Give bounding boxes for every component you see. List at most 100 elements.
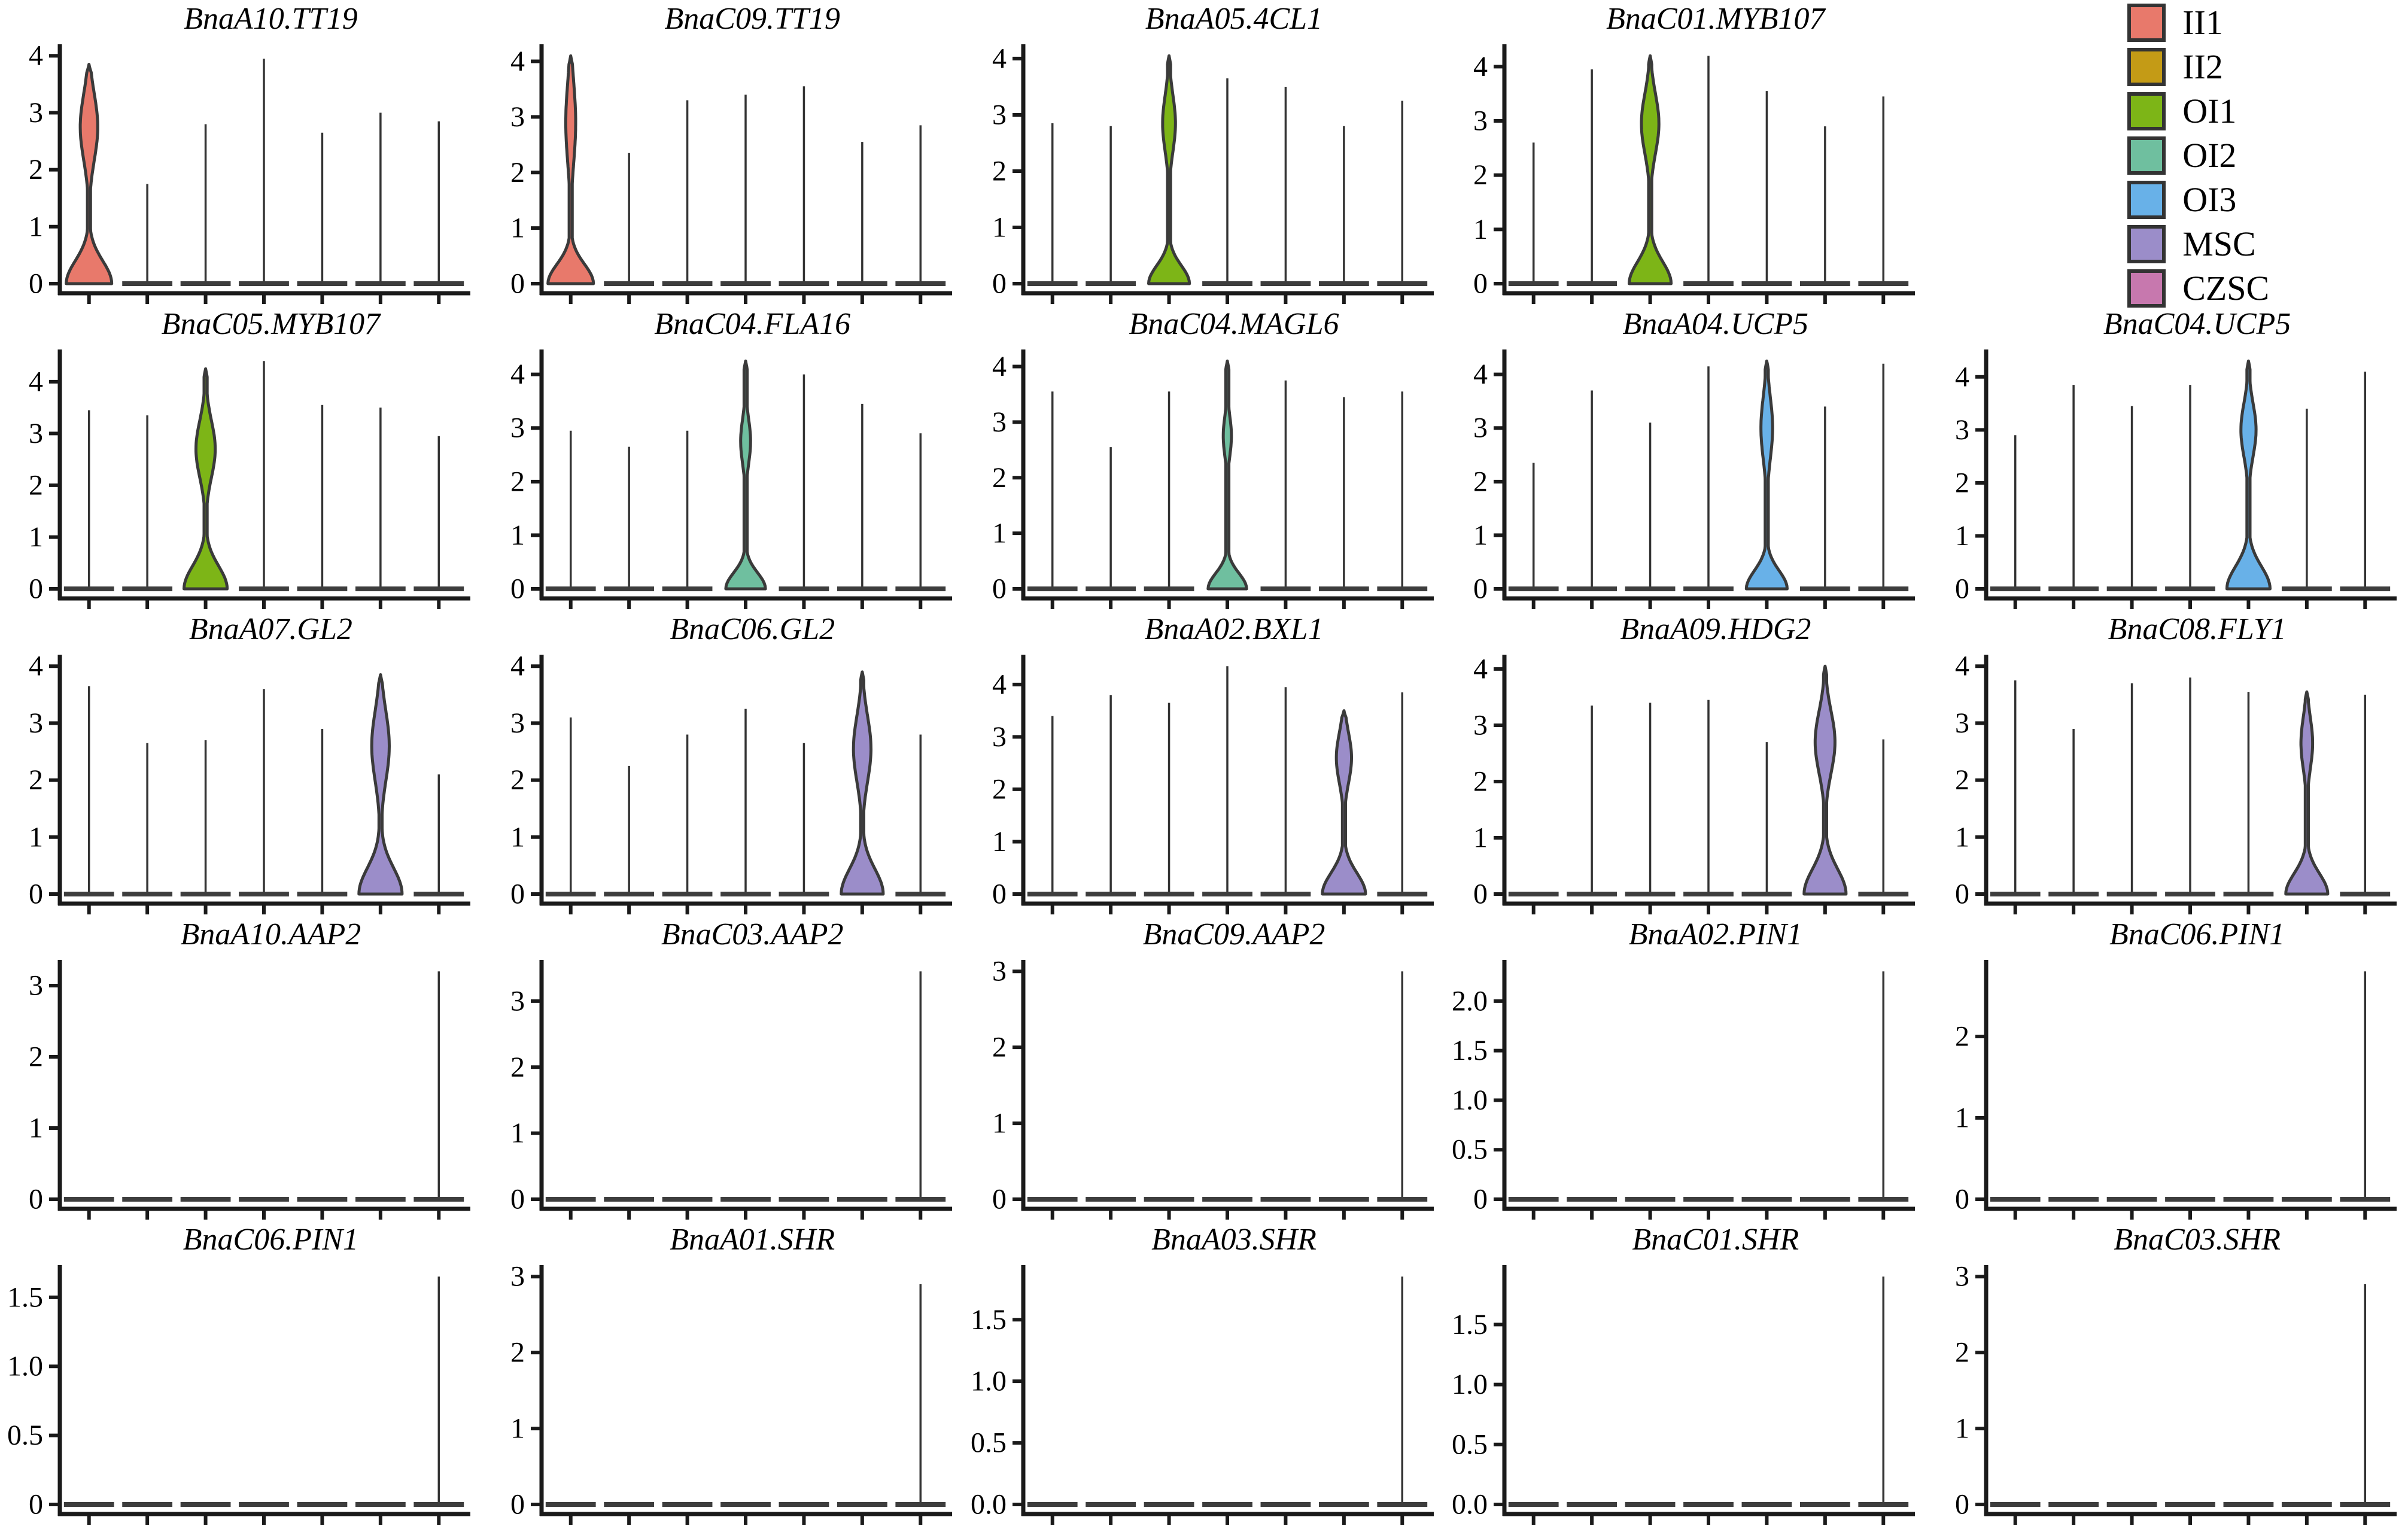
y-tick-label: 4 (992, 351, 1007, 382)
legend-label: OI1 (2182, 92, 2237, 130)
y-tick-label: 1 (510, 212, 525, 244)
y-tick-label: 1 (510, 821, 525, 853)
y-tick-label: 1 (1955, 1102, 1969, 1134)
y-tick-label: 1 (1473, 214, 1488, 245)
y-tick-label: 1.0 (1452, 1084, 1488, 1116)
y-tick-label: 1 (1955, 1413, 1969, 1445)
panel-title: BnaA05.4CL1 (1145, 2, 1323, 36)
panel-BnaA05.4CL1: BnaA05.4CL1 0 1 2 3 4 (963, 0, 1445, 305)
y-tick-label: 2 (1955, 467, 1969, 498)
y-tick-label: 4 (992, 668, 1007, 700)
legend-swatch-OI3 (2127, 181, 2166, 219)
violin-plot: 0 1 2 3 4 (29, 650, 470, 914)
y-tick-label: 1.0 (7, 1351, 43, 1382)
violin-MSC (1320, 709, 1367, 896)
violin-plot: 0 1 2 3 (992, 956, 1434, 1220)
y-tick-label: 4 (29, 40, 43, 72)
violin-plot: 0 1 2 3 4 (992, 655, 1434, 914)
y-tick-label: 1 (1473, 519, 1488, 551)
panel-BnaA07.GL2: BnaA07.GL2 0 1 2 3 4 (0, 610, 482, 916)
y-tick-label: 3 (992, 99, 1007, 130)
violin-plot: 0 1 2 3 4 (1473, 349, 1916, 609)
y-tick-label: 3 (1955, 707, 1969, 739)
panel-BnaC04.FLA16: BnaC04.FLA16 0 1 2 3 4 (482, 305, 963, 610)
y-tick-label: 2 (510, 157, 525, 189)
violin-plot: 0.0 0.5 1.0 1.5 (1452, 1265, 1916, 1525)
y-tick-label: 1.0 (1452, 1369, 1488, 1400)
violin-OI2 (1206, 359, 1248, 591)
panel-title: BnaC09.TT19 (664, 2, 840, 36)
violin-plot: 0 1 2 3 4 (1955, 349, 2397, 609)
y-tick-label: 3 (29, 97, 43, 129)
panel-title: BnaA10.TT19 (184, 2, 358, 36)
panel-title: BnaC06.GL2 (670, 612, 835, 646)
y-tick-label: 0 (992, 268, 1007, 300)
violin-OI1 (183, 367, 229, 591)
y-tick-label: 0.0 (971, 1489, 1007, 1521)
y-tick-label: 3 (510, 412, 525, 444)
panel-BnaA10.TT19: BnaA10.TT19 0 1 2 3 4 (0, 0, 482, 305)
panel-title: BnaA10.AAP2 (180, 917, 361, 952)
panel-BnaA02.PIN1: BnaA02.PIN1 0 0.5 1.0 1.5 2.0 (1445, 916, 1926, 1221)
violin-OI3 (1745, 359, 1789, 591)
y-tick-label: 2 (29, 1041, 43, 1073)
violin-MSC (1802, 664, 1848, 896)
panel-title: BnaA02.PIN1 (1628, 917, 1802, 952)
panel-BnaC04.UCP5: BnaC04.UCP5 0 1 2 3 4 (1926, 305, 2408, 610)
violin-II1 (546, 54, 595, 285)
legend-swatch-OI1 (2127, 92, 2166, 130)
panel-title: BnaA03.SHR (1151, 1223, 1317, 1257)
y-tick-label: 4 (510, 358, 525, 390)
legend-swatch-MSC (2127, 225, 2166, 263)
y-tick-label: 0 (1473, 1184, 1488, 1215)
panel-BnaC06.GL2: BnaC06.GL2 0 1 2 3 4 (482, 610, 963, 916)
y-tick-label: 0 (510, 1184, 525, 1215)
y-tick-label: 1 (992, 826, 1007, 858)
y-tick-label: 0 (510, 573, 525, 605)
legend-swatch-II1 (2127, 4, 2166, 42)
violin-plot: 0 1 2 (1955, 960, 2397, 1220)
y-tick-label: 4 (29, 650, 43, 682)
y-tick-label: 1 (29, 211, 43, 242)
y-tick-label: 3 (510, 101, 525, 133)
y-tick-label: 2 (1955, 764, 1969, 796)
y-tick-label: 1 (992, 211, 1007, 243)
y-tick-label: 0 (1955, 573, 1969, 605)
y-tick-label: 3 (1955, 414, 1969, 446)
panel-title: BnaC04.UCP5 (2103, 307, 2291, 341)
violin-plot: 0 1 2 3 4 (29, 349, 470, 609)
panel-title: BnaA01.SHR (670, 1223, 835, 1257)
violin-plot: 0 1 2 3 (510, 1261, 952, 1525)
y-tick-label: 2 (1473, 159, 1488, 191)
y-tick-label: 2.0 (1452, 985, 1488, 1017)
violin-plot: 0.0 0.5 1.0 1.5 (971, 1265, 1434, 1525)
panel-title: BnaC03.AAP2 (661, 917, 844, 952)
panel-title: BnaC04.FLA16 (654, 307, 851, 341)
panel-BnaA01.SHR: BnaA01.SHR 0 1 2 3 (482, 1221, 963, 1526)
violin-plot: 0 1 2 3 (29, 960, 470, 1220)
y-tick-label: 4 (510, 45, 525, 77)
y-tick-label: 1 (29, 821, 43, 853)
violin-plot: 0 1 2 3 4 (1473, 653, 1916, 914)
y-tick-label: 3 (992, 721, 1007, 753)
y-tick-label: 3 (510, 1261, 525, 1293)
y-tick-label: 3 (1473, 105, 1488, 137)
y-tick-label: 4 (1955, 650, 1969, 682)
y-tick-label: 3 (510, 985, 525, 1017)
panel-title: BnaC04.MAGL6 (1129, 307, 1339, 341)
y-tick-label: 1 (510, 1413, 525, 1445)
violin-plot: 0 1 2 3 (1955, 1261, 2397, 1525)
violin-plot: 0 1 2 3 4 (29, 40, 470, 304)
violin-plot: 0 1 2 3 (510, 960, 952, 1220)
panel-title: BnaA04.UCP5 (1622, 307, 1809, 341)
panel-BnaA09.HDG2: BnaA09.HDG2 0 1 2 3 4 (1445, 610, 1926, 916)
y-tick-label: 0 (1473, 573, 1488, 605)
y-tick-label: 0 (992, 878, 1007, 910)
y-tick-label: 2 (29, 469, 43, 501)
legend-label: II2 (2182, 47, 2223, 86)
y-tick-label: 3 (1473, 412, 1488, 444)
panel-BnaC03.AAP2: BnaC03.AAP2 0 1 2 3 (482, 916, 963, 1221)
legend-item-CZSC: CZSC (2127, 269, 2408, 308)
y-tick-label: 1 (1955, 821, 1969, 853)
panel-BnaC03.SHR: BnaC03.SHR 0 1 2 3 (1926, 1221, 2408, 1526)
